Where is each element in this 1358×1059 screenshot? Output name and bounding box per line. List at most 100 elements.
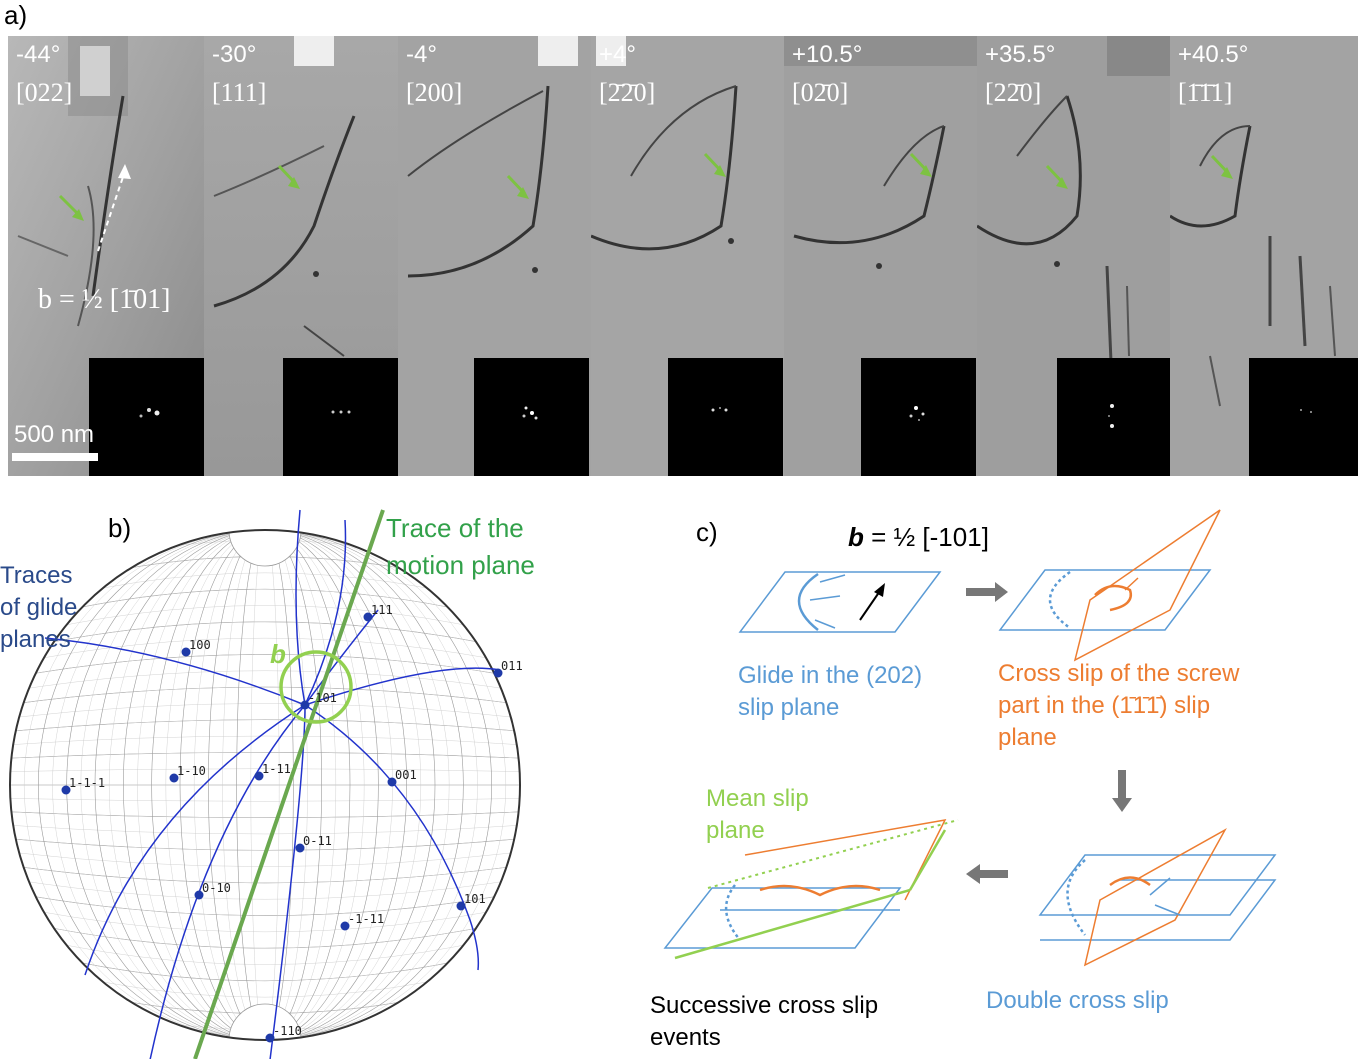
pole-marker bbox=[61, 785, 71, 795]
tem-frame-1: -44° [022] bbox=[8, 36, 204, 476]
frame-7-direction: [1̄1̄1] bbox=[1178, 78, 1233, 107]
grid-minor-latitude-line bbox=[10, 878, 520, 900]
step-2-cross-slip-diagram bbox=[998, 509, 1221, 662]
frame-4-angle: +4° bbox=[599, 41, 636, 68]
grid-minor-latitude-line bbox=[10, 932, 520, 965]
grid-minor-latitude-line bbox=[10, 735, 520, 745]
cross-slip-schematic bbox=[663, 509, 1277, 967]
motion-plane-line-2: motion plane bbox=[386, 550, 535, 580]
b-label: b bbox=[270, 639, 286, 669]
frame-2-direction: [111] bbox=[212, 78, 267, 107]
grid-meridian bbox=[52, 530, 478, 1040]
grid-meridian bbox=[80, 530, 450, 1040]
grid-meridian bbox=[179, 530, 351, 1040]
tem-frame-4: +4° [2̄2̄0] bbox=[591, 36, 784, 476]
grid-latitude-line bbox=[10, 588, 520, 625]
pole-label: -1-11 bbox=[348, 912, 384, 926]
pole-marker bbox=[387, 777, 397, 787]
pole-label: 011 bbox=[501, 659, 523, 673]
arrow-left bbox=[966, 864, 1008, 884]
grid-meridian bbox=[151, 530, 379, 1040]
diffraction-pattern-2 bbox=[283, 358, 398, 476]
pole-marker bbox=[340, 921, 350, 931]
grid-meridian bbox=[38, 530, 492, 1040]
step-2-caption: Cross slip of the screw part in the (1̄1… bbox=[998, 658, 1239, 754]
step-1-line-2: slip plane bbox=[738, 694, 840, 721]
grid-meridian bbox=[165, 530, 365, 1040]
frame-2-angle: -30° bbox=[212, 41, 257, 68]
pole-label: -110 bbox=[273, 1024, 302, 1038]
frame-3-angle: -4° bbox=[406, 41, 437, 68]
tem-frame-7: +40.5° [1̄1̄1] bbox=[1170, 36, 1358, 476]
polar-cap bbox=[228, 530, 302, 567]
pole-label: 101 bbox=[464, 892, 486, 906]
grid-minor-latitude-line bbox=[10, 589, 520, 625]
mean-plane-line-1: Mean slip bbox=[706, 785, 809, 812]
grid-minor-latitude-line bbox=[10, 892, 520, 916]
grid-meridian bbox=[108, 530, 422, 1040]
pole-label: 1-10 bbox=[177, 764, 206, 778]
pole-marker bbox=[254, 771, 264, 781]
diffraction-pattern-4 bbox=[668, 358, 783, 476]
pole-marker bbox=[169, 773, 179, 783]
scale-bar-label: 500 nm bbox=[14, 421, 95, 448]
step-2-line-2: part in the (1̄1̄1̄) slip bbox=[998, 692, 1211, 719]
step-1-caption: Glide in the (202) slip plane bbox=[738, 660, 922, 724]
grid-meridian bbox=[23, 530, 507, 1040]
frame-1-direction: [022] bbox=[16, 78, 73, 107]
pole-marker bbox=[363, 612, 373, 622]
pole-label: 111 bbox=[371, 603, 393, 617]
grid-minor-latitude-line bbox=[10, 719, 520, 732]
diffraction-pattern-6 bbox=[1057, 358, 1170, 476]
pole-marker bbox=[194, 890, 204, 900]
grid-latitude-line bbox=[10, 945, 520, 982]
frame-6-direction: [22̄0] bbox=[985, 78, 1042, 107]
motion-plane-trace bbox=[193, 509, 385, 1059]
grid-meridian bbox=[208, 530, 322, 1040]
grid-minor-latitude-line bbox=[10, 811, 520, 818]
step-4-line-2: events bbox=[650, 1024, 721, 1051]
burgers-vector-schematic: b = ½ [-101] bbox=[848, 522, 989, 553]
traces-line-2: of glide bbox=[0, 594, 78, 621]
step-3-caption: Double cross slip bbox=[986, 985, 1169, 1017]
burgers-value: = ½ [-101] bbox=[863, 522, 989, 552]
mean-plane-caption: Mean slip plane bbox=[706, 783, 809, 847]
step-4-line-1: Successive cross slip bbox=[650, 992, 879, 1019]
tem-frame-2: -30° [111] bbox=[204, 36, 398, 476]
step-4-caption: Successive cross slip events bbox=[650, 990, 878, 1054]
frame-7-angle: +40.5° bbox=[1178, 41, 1249, 68]
burgers-vector-annotation: b = ½ [1̄01] bbox=[38, 284, 171, 315]
grid-minor-latitude-line bbox=[10, 945, 520, 981]
traces-line-3: planes bbox=[0, 626, 71, 653]
motion-plane-line-1: Trace of the bbox=[386, 513, 524, 543]
pole-label: 1-1-1 bbox=[69, 776, 105, 790]
pole-marker bbox=[295, 843, 305, 853]
grid-meridian bbox=[193, 530, 337, 1040]
primitive-circle bbox=[9, 529, 521, 1041]
pole-marker bbox=[265, 1033, 275, 1043]
frame-5-angle: +10.5° bbox=[792, 41, 863, 68]
frame-5-direction: [02̄0] bbox=[792, 78, 849, 107]
frame-6-angle: +35.5° bbox=[985, 41, 1056, 68]
b-symbol: b bbox=[848, 522, 864, 552]
grid-minor-latitude-line bbox=[10, 959, 520, 998]
pole-label: -101 bbox=[308, 691, 337, 705]
mean-plane-line-2: plane bbox=[706, 817, 765, 844]
pole-label: 1-11 bbox=[262, 762, 291, 776]
grid-meridian bbox=[236, 530, 294, 1040]
frame-3-direction: [200] bbox=[406, 78, 463, 107]
grid-minor-latitude-line bbox=[10, 703, 520, 719]
arrow-down bbox=[1112, 770, 1132, 812]
diffraction-pattern-5 bbox=[861, 358, 976, 476]
frame-4-direction: [2̄2̄0] bbox=[599, 78, 656, 107]
traces-line-1: Traces bbox=[0, 562, 73, 589]
grid-minor-latitude-line bbox=[10, 905, 520, 933]
tem-frame-5: +10.5° [02̄0] bbox=[784, 36, 977, 476]
diffraction-pattern-7 bbox=[1249, 358, 1358, 476]
pole-marker bbox=[456, 901, 466, 911]
pole-label: 001 bbox=[395, 768, 417, 782]
grid-meridian bbox=[123, 530, 407, 1040]
grid-meridian bbox=[66, 530, 464, 1040]
panel-a-label: a) bbox=[4, 0, 28, 30]
